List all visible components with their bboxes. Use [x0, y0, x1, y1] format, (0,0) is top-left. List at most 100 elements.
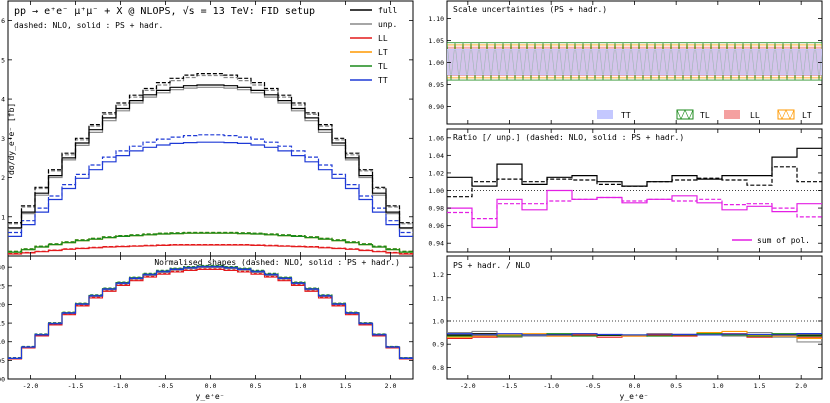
shapes-xtick-label: 0.5 — [250, 382, 262, 390]
shapes-ytick-label: 0.10 — [0, 338, 5, 346]
scale-legend-swatch-ll — [724, 110, 740, 119]
main-ytick-label: 5 — [1, 56, 5, 64]
scale-legend-label-lt: LT — [802, 111, 812, 120]
shapes-ytick-label: 0.05 — [0, 357, 5, 365]
main-ylabel: dσ/dy_e⁺e⁻ [fb] — [7, 103, 16, 175]
ratio-legend-label: sum of pol. — [757, 236, 810, 245]
main-ytick-label: 2 — [1, 174, 5, 182]
ratio-ytick-label: 1.00 — [428, 187, 444, 195]
main-series-full-nlo — [8, 73, 413, 224]
pshadr-ytick-label: 0.9 — [432, 341, 444, 349]
main-series-tl-ps-hadr — [8, 232, 413, 253]
pshadr-title: PS + hadr. / NLO — [453, 261, 530, 270]
shapes-xtick-label: -1.0 — [113, 382, 129, 390]
scale-legend: TT TL LL LT — [597, 109, 812, 120]
main-series-tt-ps-hadr — [8, 141, 413, 237]
ratio-legend: sum of pol. — [732, 236, 810, 245]
ratio-series-full-nlo — [447, 166, 822, 198]
shapes-ytick-label: 0.30 — [0, 264, 5, 272]
shapes-xtick-label: -2.0 — [23, 382, 39, 390]
scale-band-tt — [447, 48, 822, 76]
pshadr-xtick-label: -1.0 — [543, 382, 559, 390]
main-legend: full unp. LL LT TL TT — [350, 6, 397, 85]
data-layer — [8, 42, 822, 360]
scale-legend-swatch-tt — [597, 110, 613, 119]
ratio-ytick-label: 1.02 — [428, 169, 444, 177]
main-series-full-ps-hadr — [8, 84, 413, 229]
main-panel-frame — [7, 0, 414, 257]
scale-legend-hatch-lt — [777, 109, 795, 120]
right-xlabel: y_e⁺e⁻ — [620, 392, 649, 401]
main-series-unp-nlo — [8, 74, 413, 225]
ratio-series-sum-of-pol-nlo — [447, 196, 822, 220]
legend-label-tt: TT — [378, 76, 388, 85]
scale-legend-swatch-lt — [777, 109, 795, 120]
pshadr-xtick-label: -0.5 — [585, 382, 601, 390]
scale-band-tl — [447, 42, 822, 81]
main-title: pp → e⁺e⁻ μ⁺μ⁻ + X @ NLOPS, √s = 13 TeV:… — [14, 5, 315, 17]
shapes-ytick-label: 0.00 — [0, 376, 5, 384]
shapes-title: Normalised shapes (dashed: NLO, solid : … — [154, 258, 400, 267]
pshadr-panel-frame — [446, 255, 823, 380]
ratio-title: Ratio [/ unp.] (dashed: NLO, solid : PS … — [453, 133, 684, 142]
pshadr-series-tt — [447, 332, 822, 336]
main-ytick-label: 6 — [1, 17, 5, 25]
pshadr-ytick-label: 1.0 — [432, 317, 444, 325]
shapes-xtick-label: -0.5 — [158, 382, 174, 390]
shapes-xtick-label: 2.0 — [385, 382, 397, 390]
legend-label-full: full — [378, 6, 397, 15]
shapes-xtick-label: -1.5 — [68, 382, 84, 390]
legend-label-lt: LT — [378, 48, 388, 57]
shapes-xtick-label: 1.0 — [295, 382, 307, 390]
ratio-series-sum-of-pol-ps-hadr — [447, 189, 822, 228]
main-ytick-label: 4 — [1, 96, 5, 104]
pshadr-xtick-label: -2.0 — [460, 382, 476, 390]
main-ytick-label: 1 — [1, 213, 5, 221]
legend-label-unp: unp. — [378, 20, 397, 29]
legend-label-ll: LL — [378, 34, 388, 43]
ratio-ytick-label: 0.98 — [428, 205, 444, 213]
pshadr-xtick-label: 2.0 — [795, 382, 807, 390]
scale-legend-label-ll: LL — [750, 111, 760, 120]
main-series-ll-nlo — [8, 244, 413, 255]
pshadr-xtick-label: 1.5 — [754, 382, 766, 390]
scale-ytick-label: 0.95 — [428, 81, 444, 89]
scale-band-lt — [447, 44, 822, 79]
legend-label-tl: TL — [378, 62, 388, 71]
ratio-ytick-label: 0.96 — [428, 222, 444, 230]
main-series-tt-nlo — [8, 134, 413, 234]
main-subtitle: dashed: NLO, solid : PS + hadr. — [14, 21, 163, 30]
scale-ytick-label: 1.10 — [428, 15, 444, 23]
shapes-ytick-label: 0.25 — [0, 282, 5, 290]
scale-legend-hatch-tl — [676, 109, 694, 120]
ratio-ytick-label: 1.06 — [428, 134, 444, 142]
pshadr-xtick-label: 1.0 — [712, 382, 724, 390]
pshadr-ytick-label: 1.2 — [432, 271, 444, 279]
scale-title: Scale uncertainties (PS + hadr.) — [453, 5, 607, 14]
shapes-series-nlo-tl — [8, 264, 413, 358]
pshadr-ytick-label: 1.1 — [432, 294, 444, 302]
ratio-ytick-label: 1.04 — [428, 152, 444, 160]
left-xlabel: y_e⁺e⁻ — [196, 392, 225, 401]
scale-legend-label-tt: TT — [621, 111, 631, 120]
pshadr-ytick-label: 0.8 — [432, 364, 444, 372]
main-ytick-label: 3 — [1, 135, 5, 143]
pshadr-xtick-label: 0.5 — [670, 382, 682, 390]
ratio-ytick-label: 0.94 — [428, 240, 444, 248]
ratio-series-full-ps-hadr — [447, 147, 822, 187]
scale-hatch-tl — [447, 42, 822, 81]
scale-ytick-label: 1.00 — [428, 59, 444, 67]
scale-legend-label-tl: TL — [700, 111, 710, 120]
shapes-xtick-label: 0.0 — [205, 382, 217, 390]
pshadr-xtick-label: -1.5 — [502, 382, 518, 390]
shapes-ytick-label: 0.20 — [0, 301, 5, 309]
scale-ytick-label: 1.05 — [428, 37, 444, 45]
shapes-panel-frame — [7, 255, 414, 380]
pshadr-xtick-label: 0.0 — [629, 382, 641, 390]
tick-layer: 1 2 3 4 5 6 0.00 0.05 0.10 0.15 0.20 0.25 0.30 -2.0 -1… — [0, 1, 822, 390]
scale-ytick-label: 0.90 — [428, 103, 444, 111]
shapes-ytick-label: 0.15 — [0, 320, 5, 328]
shapes-xtick-label: 1.5 — [340, 382, 352, 390]
scale-legend-swatch-tl — [676, 109, 694, 120]
